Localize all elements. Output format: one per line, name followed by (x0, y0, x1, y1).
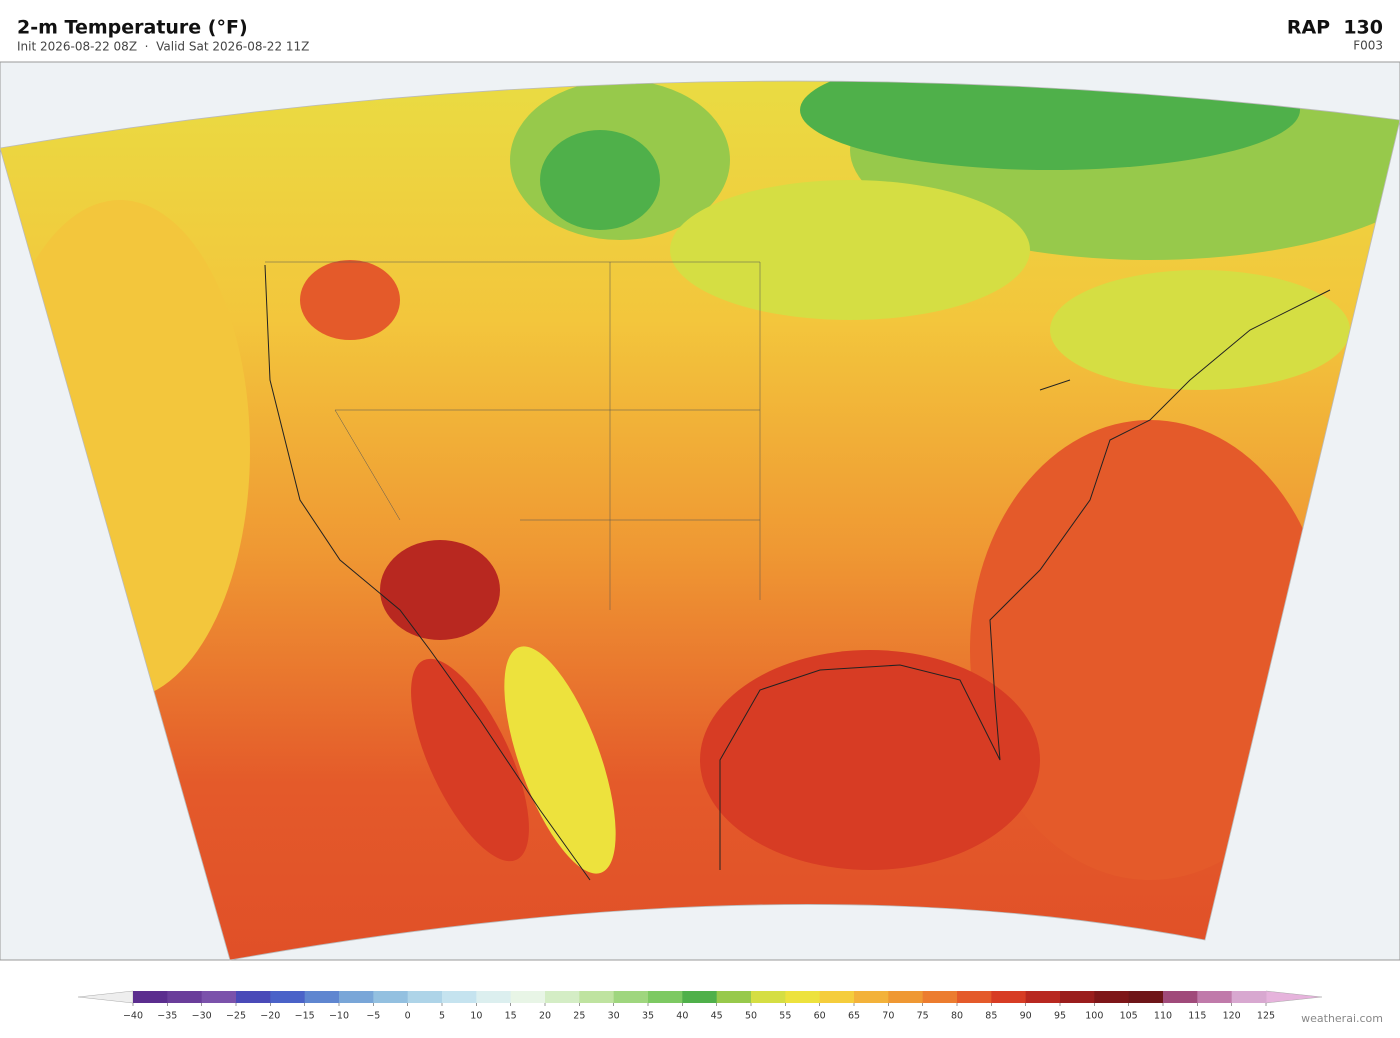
colorbar-tick-label: 65 (848, 1011, 860, 1022)
colorbar-bin (270, 991, 306, 1003)
colorbar: −40 −35 −30 −25 −20 −15 −10 −5 0 5 10 15 20 25 30 35 40 4… (77, 990, 1323, 1022)
colorbar-bin (1197, 991, 1233, 1003)
colorbar-bin (1025, 991, 1061, 1003)
colorbar-tick-label: 70 (882, 1011, 894, 1022)
colorbar-tick-label: −25 (226, 1011, 246, 1022)
colorbar-bin (236, 991, 271, 1003)
colorbar-bin (545, 991, 580, 1003)
colorbar-tick-label: 15 (505, 1011, 517, 1022)
colorbar-bin (716, 991, 752, 1003)
colorbar-tick-label: 105 (1120, 1011, 1138, 1022)
title: 2-m Temperature (°F) (17, 17, 248, 39)
colorbar-tick-label: 45 (711, 1011, 723, 1022)
map (0, 61, 1400, 961)
colorbar-tick-label: 85 (985, 1011, 997, 1022)
colorbar-tick-label: 90 (1020, 1011, 1032, 1022)
colorbar-bin (339, 991, 374, 1003)
colorbar-bin (922, 991, 958, 1003)
colorbar-bin (785, 991, 821, 1003)
colorbar-tick-label: 0 (405, 1011, 411, 1022)
colorbar-bin (407, 991, 443, 1003)
colorbar-bin (304, 991, 340, 1003)
colorbar-tick-label: 50 (745, 1011, 757, 1022)
colorbar-tick-label: 100 (1085, 1011, 1103, 1022)
colorbar-bin (648, 991, 683, 1003)
colorbar-tick-label: 30 (608, 1011, 620, 1022)
colorbar-tick-label: 40 (676, 1011, 688, 1022)
colorbar-under (77, 990, 134, 1004)
colorbar-bin (476, 991, 512, 1003)
forecast-hour: F003 (1353, 39, 1383, 53)
colorbar-tick-label: −5 (366, 1011, 380, 1022)
colorbar-bin (510, 991, 546, 1003)
colorbar-tick-label: 115 (1188, 1011, 1206, 1022)
colorbar-bin (1128, 991, 1164, 1003)
colorbar-bin (579, 991, 615, 1003)
subtitle: Init 2026-08-22 08Z · Valid Sat 2026-08-… (17, 40, 309, 54)
colorbar-bin (888, 991, 924, 1003)
model: RAP 130 (1287, 17, 1383, 39)
colorbar-tick-label: 10 (470, 1011, 482, 1022)
colorbar-tick-label: −10 (329, 1011, 349, 1022)
colorbar-bin (1163, 991, 1198, 1003)
colorbar-bin (957, 991, 992, 1003)
colorbar-over (1265, 990, 1323, 1004)
colorbar-tick-label: −20 (260, 1011, 280, 1022)
colorbar-tick-label: 110 (1154, 1011, 1172, 1022)
colorbar-bin (167, 991, 203, 1003)
colorbar-bin (373, 991, 409, 1003)
colorbar-bin (819, 991, 855, 1003)
colorbar-tick-label: 60 (814, 1011, 826, 1022)
colorbar-tick-label: 125 (1257, 1011, 1275, 1022)
colorbar-bin (682, 991, 718, 1003)
colorbar-tick-label: 5 (439, 1011, 445, 1022)
colorbar-tick-label: 20 (539, 1011, 551, 1022)
colorbar-bin (442, 991, 477, 1003)
credit: weatherai.com (1301, 1012, 1383, 1025)
colorbar-tick-label: 80 (951, 1011, 963, 1022)
colorbar-tick-label: −35 (157, 1011, 177, 1022)
colorbar-bin (751, 991, 786, 1003)
colorbar-tick-label: 55 (779, 1011, 791, 1022)
colorbar-bin (1094, 991, 1130, 1003)
colorbar-tick-label: 25 (573, 1011, 585, 1022)
colorbar-bin (133, 991, 168, 1003)
colorbar-tick-label: 35 (642, 1011, 654, 1022)
colorbar-bin (1060, 991, 1095, 1003)
colorbar-bin (613, 991, 649, 1003)
colorbar-tick-label: −15 (295, 1011, 315, 1022)
colorbar-tick-label: 120 (1223, 1011, 1241, 1022)
colorbar-bin (854, 991, 889, 1003)
colorbar-tick-label: −40 (123, 1011, 143, 1022)
colorbar-tick-label: 95 (1054, 1011, 1066, 1022)
colorbar-bin (201, 991, 237, 1003)
colorbar-bin (1231, 991, 1267, 1003)
colorbar-tick-label: 75 (917, 1011, 929, 1022)
temperature-field (0, 81, 1400, 961)
colorbar-bin (991, 991, 1027, 1003)
colorbar-tick-label: −30 (192, 1011, 212, 1022)
